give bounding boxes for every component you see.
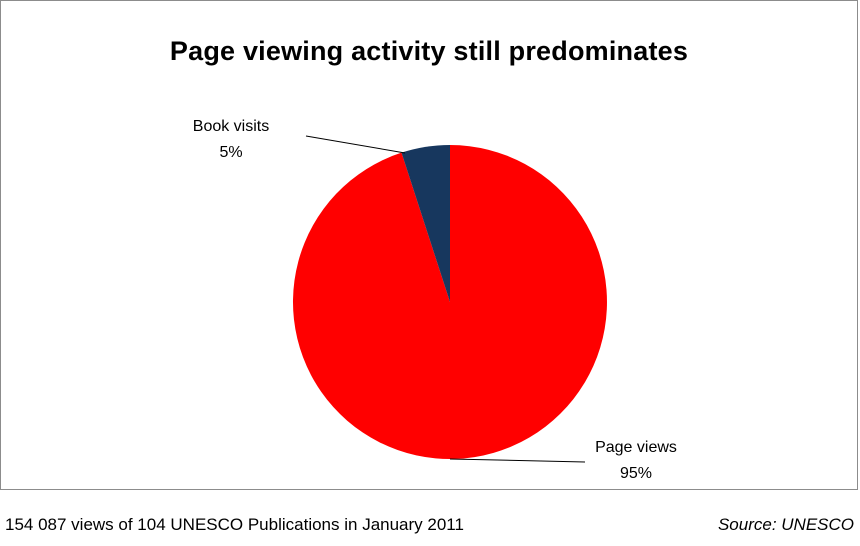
slice-label-page-views: Page views [595, 439, 677, 456]
chart-title: Page viewing activity still predominates [169, 36, 689, 66]
pie-chart: Page views 95% Book visits 5% [193, 118, 677, 482]
slice-value-book-visits: 5% [219, 144, 242, 161]
slice-value-page-views: 95% [620, 465, 652, 482]
pie-slice-page-views [292, 145, 607, 459]
footnote: 154 087 views of 104 UNESCO Publications… [5, 515, 464, 534]
leader-line-book-visits [305, 135, 406, 154]
slice-label-book-visits: Book visits [193, 118, 269, 135]
leader-line-page-views [449, 458, 586, 463]
pie-slice-book-visits [401, 145, 450, 302]
source-note: Source: UNESCO [717, 515, 854, 534]
